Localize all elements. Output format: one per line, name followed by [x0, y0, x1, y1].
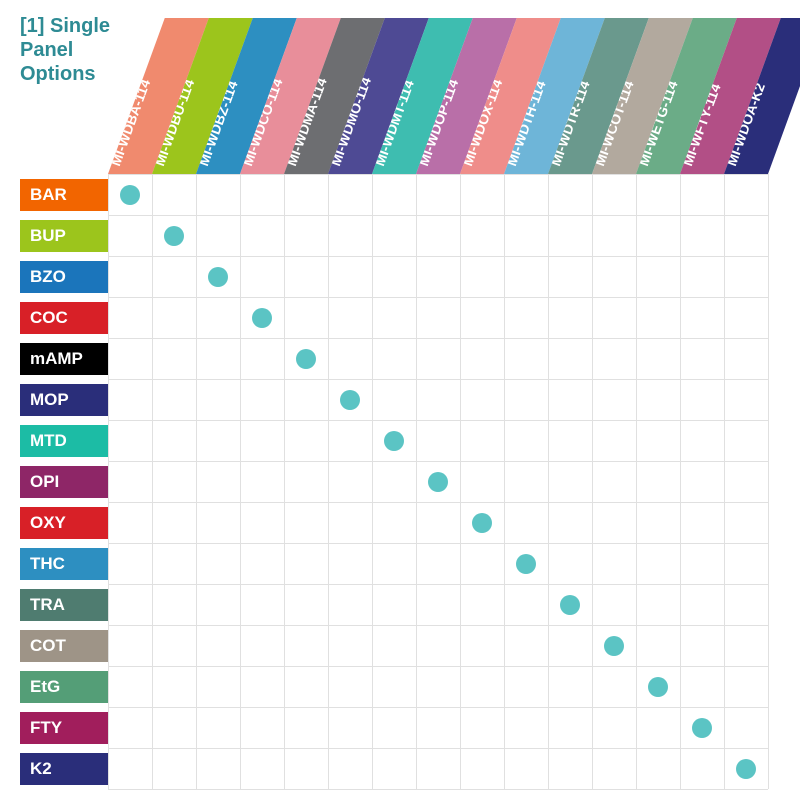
- gridline-horizontal: [108, 543, 768, 544]
- gridline-horizontal: [108, 748, 768, 749]
- gridline-vertical: [548, 174, 549, 789]
- gridline-vertical: [768, 174, 769, 789]
- row-label: OXY: [20, 507, 108, 539]
- data-dot: [384, 431, 404, 451]
- data-dot: [164, 226, 184, 246]
- gridline-horizontal: [108, 297, 768, 298]
- row-label: BUP: [20, 220, 108, 252]
- row-label: MTD: [20, 425, 108, 457]
- data-dot: [736, 759, 756, 779]
- row-label: mAMP: [20, 343, 108, 375]
- data-dot: [208, 267, 228, 287]
- gridline-vertical: [240, 174, 241, 789]
- row-label: BAR: [20, 179, 108, 211]
- gridline-vertical: [284, 174, 285, 789]
- gridline-horizontal: [108, 174, 768, 175]
- chart-container: [1] Single Panel Options MI-WDBA-114MI-W…: [0, 0, 800, 799]
- row-label: EtG: [20, 671, 108, 703]
- gridline-horizontal: [108, 789, 768, 790]
- row-label: MOP: [20, 384, 108, 416]
- row-label: FTY: [20, 712, 108, 744]
- gridline-vertical: [108, 174, 109, 789]
- chart-title: [1] Single Panel Options: [20, 14, 120, 86]
- row-label: THC: [20, 548, 108, 580]
- row-label: TRA: [20, 589, 108, 621]
- data-dot: [296, 349, 316, 369]
- data-dot: [648, 677, 668, 697]
- gridline-vertical: [328, 174, 329, 789]
- data-dot: [516, 554, 536, 574]
- gridline-horizontal: [108, 215, 768, 216]
- data-dot: [692, 718, 712, 738]
- gridline-horizontal: [108, 502, 768, 503]
- gridline-vertical: [724, 174, 725, 789]
- gridline-vertical: [416, 174, 417, 789]
- gridline-horizontal: [108, 666, 768, 667]
- gridline-vertical: [680, 174, 681, 789]
- data-dot: [120, 185, 140, 205]
- gridline-vertical: [152, 174, 153, 789]
- row-label: OPI: [20, 466, 108, 498]
- row-label: BZO: [20, 261, 108, 293]
- data-dot: [340, 390, 360, 410]
- gridline-horizontal: [108, 338, 768, 339]
- gridline-horizontal: [108, 461, 768, 462]
- gridline-vertical: [460, 174, 461, 789]
- gridline-horizontal: [108, 625, 768, 626]
- data-dot: [428, 472, 448, 492]
- gridline-horizontal: [108, 584, 768, 585]
- gridline-horizontal: [108, 379, 768, 380]
- row-label: COC: [20, 302, 108, 334]
- row-label: K2: [20, 753, 108, 785]
- gridline-vertical: [636, 174, 637, 789]
- data-dot: [252, 308, 272, 328]
- column-header-label: MI-WDBA-114: [108, 77, 153, 168]
- data-dot: [472, 513, 492, 533]
- gridline-horizontal: [108, 707, 768, 708]
- gridline-horizontal: [108, 256, 768, 257]
- data-dot: [604, 636, 624, 656]
- gridline-vertical: [372, 174, 373, 789]
- gridline-vertical: [504, 174, 505, 789]
- gridline-vertical: [196, 174, 197, 789]
- row-label: COT: [20, 630, 108, 662]
- data-dot: [560, 595, 580, 615]
- gridline-vertical: [592, 174, 593, 789]
- gridline-horizontal: [108, 420, 768, 421]
